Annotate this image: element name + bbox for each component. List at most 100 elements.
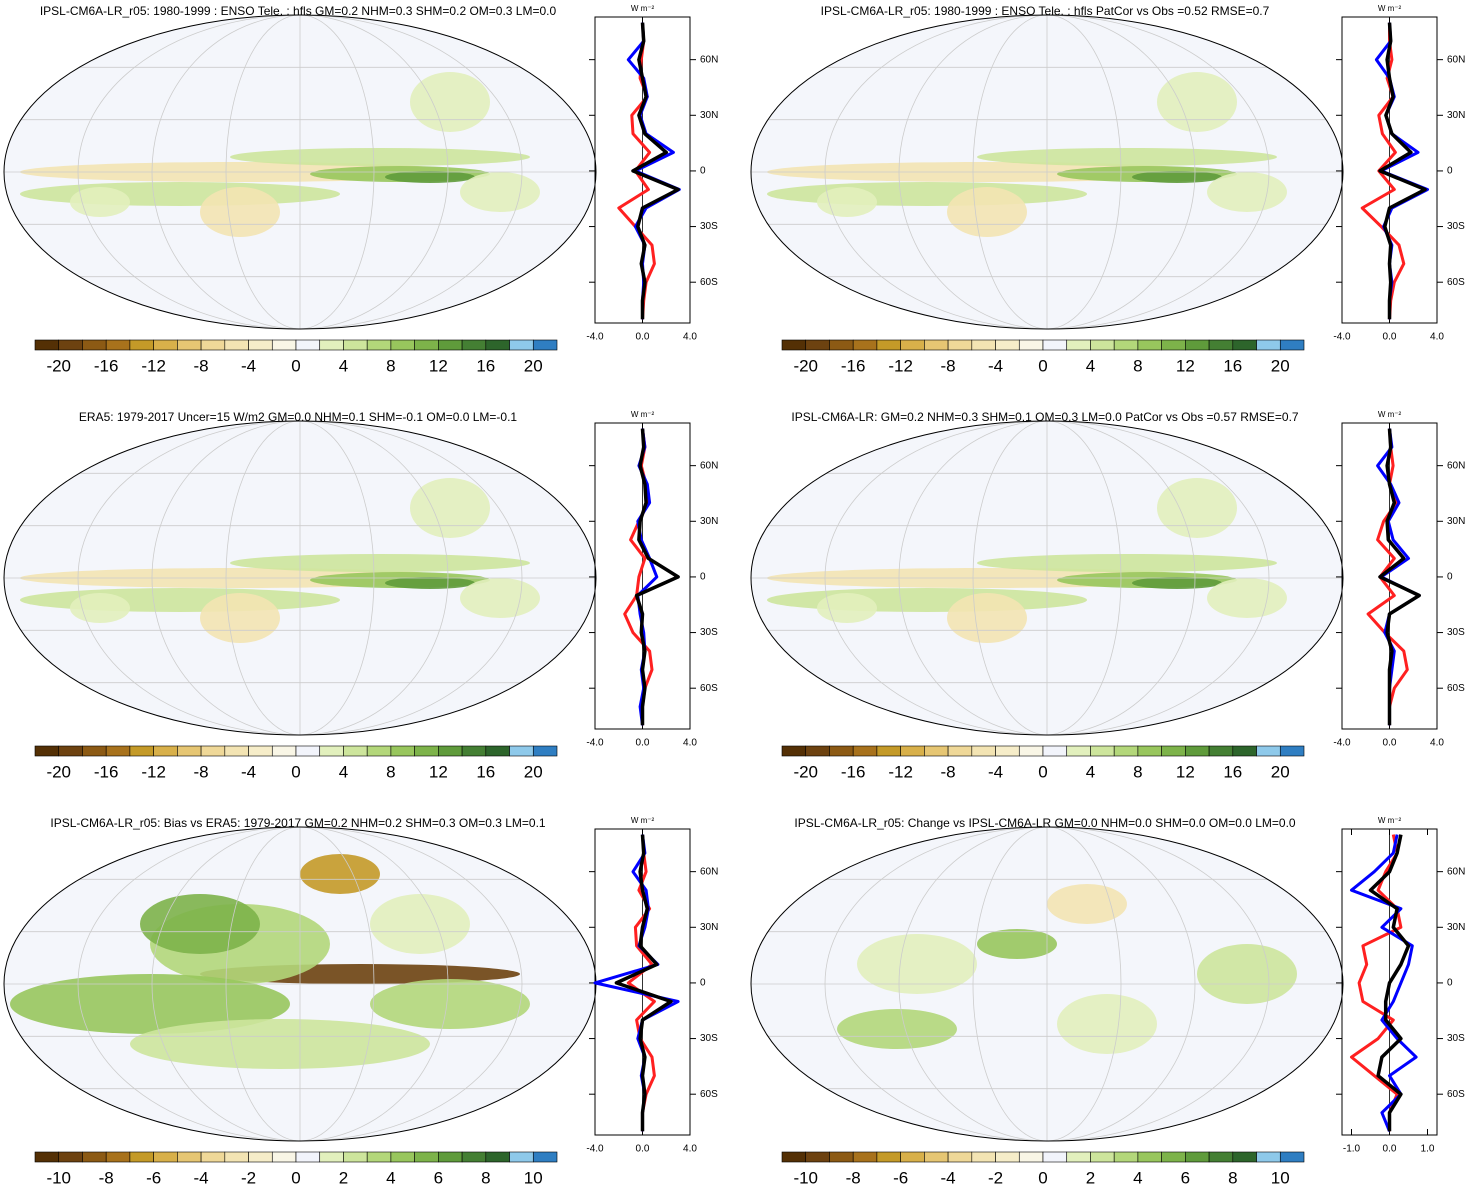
x-tick-label: 0.0 <box>1383 738 1397 749</box>
colorbar-box <box>1090 1151 1115 1163</box>
colorbar-box <box>852 1151 878 1163</box>
colorbar-box <box>876 745 901 757</box>
colorbar-box <box>1161 339 1186 351</box>
colorbar-box <box>900 1151 925 1163</box>
map-shading <box>947 593 1027 643</box>
x-tick-label: -4.0 <box>586 738 604 749</box>
y-tick-label: 0 <box>700 978 706 989</box>
colorbar-box <box>366 745 392 757</box>
graticule <box>151 421 449 735</box>
colorbar-box <box>485 745 510 757</box>
colorbar-label: -12 <box>888 762 913 781</box>
x-tick-label: 4.0 <box>1430 738 1444 749</box>
colorbar-box <box>924 339 949 351</box>
colorbar-label: -16 <box>94 762 119 781</box>
panel-title: ERA5: 1979-2017 Uncer=15 W/m2 GM=0.0 NHM… <box>79 410 518 424</box>
unit-label: W m⁻² <box>631 816 655 825</box>
map-shading <box>385 577 475 589</box>
graticule <box>225 15 375 329</box>
colorbar-label: 12 <box>429 762 448 781</box>
colorbar-box <box>1279 1151 1305 1163</box>
colorbar-label: 20 <box>524 356 543 375</box>
colorbar-label: 20 <box>1271 356 1290 375</box>
map-shading <box>460 172 540 212</box>
y-tick-label: 60N <box>1447 866 1465 877</box>
y-tick-label: 60S <box>1447 277 1465 288</box>
profile-line <box>1378 22 1427 320</box>
colorbar-label: 16 <box>476 356 495 375</box>
colorbar-box <box>1208 339 1234 351</box>
colorbar-label: 10 <box>1271 1168 1290 1187</box>
colorbar-box <box>224 1151 249 1163</box>
map-border <box>750 420 1344 736</box>
colorbar-box <box>414 339 439 351</box>
map-shading <box>1197 944 1297 1004</box>
colorbar-label: 0 <box>291 1168 300 1187</box>
map-shading <box>817 593 877 623</box>
colorbar-box <box>1161 1151 1186 1163</box>
colorbar-box <box>200 1151 226 1163</box>
y-tick-label: 30S <box>700 1033 718 1044</box>
graticule <box>77 827 523 1141</box>
colorbar-label: -20 <box>46 356 71 375</box>
panel-title: IPSL-CM6A-LR_r05: Bias vs ERA5: 1979-201… <box>50 816 546 830</box>
colorbar-box <box>1090 339 1115 351</box>
colorbar-label: -20 <box>46 762 71 781</box>
colorbar-box <box>781 745 807 757</box>
colorbar-box <box>105 745 131 757</box>
colorbar-label: -8 <box>194 356 209 375</box>
colorbar-label: -10 <box>46 1168 71 1187</box>
unit-label: W m⁻² <box>1378 4 1402 13</box>
y-tick-label: 0 <box>1447 166 1453 177</box>
colorbar-label: 4 <box>1133 1168 1142 1187</box>
colorbar-label: 20 <box>524 762 543 781</box>
panel: IPSL-CM6A-LR_r05: 1980-1999 : ENSO Tele.… <box>750 4 1465 375</box>
colorbar-box <box>852 339 878 351</box>
colorbar-box <box>390 745 415 757</box>
map-shading <box>977 929 1057 959</box>
colorbar-box <box>924 745 949 757</box>
panel-title: IPSL-CM6A-LR: GM=0.2 NHM=0.3 SHM=0.1 OM=… <box>791 410 1299 424</box>
map-shading <box>370 894 470 954</box>
map-shading <box>837 1009 957 1049</box>
y-tick-label: 60N <box>1447 54 1465 65</box>
map-shading <box>230 554 530 572</box>
map-shading <box>370 979 530 1029</box>
colorbar-box <box>1256 1151 1281 1163</box>
map-border <box>750 826 1344 1142</box>
colorbar-label: -12 <box>141 356 166 375</box>
map-shading <box>70 593 130 623</box>
map-shading <box>20 182 340 206</box>
colorbar-label: 0 <box>1038 356 1047 375</box>
map-shading <box>1132 171 1222 183</box>
colorbar-box <box>995 745 1020 757</box>
colorbar-box <box>366 1151 392 1163</box>
map-shading <box>200 593 280 643</box>
colorbar-box <box>805 745 830 757</box>
colorbar-box <box>34 1151 60 1163</box>
colorbar-label: 4 <box>1086 356 1095 375</box>
colorbar-box <box>532 745 558 757</box>
y-tick-label: 0 <box>700 572 706 583</box>
colorbar-box <box>1279 745 1305 757</box>
map-shading <box>977 148 1277 166</box>
x-tick-label: -4.0 <box>1333 738 1351 749</box>
y-tick-label: 60S <box>700 277 718 288</box>
colorbar-box <box>900 339 925 351</box>
graticule <box>77 15 523 329</box>
colorbar-label: -4 <box>241 356 256 375</box>
colorbar-box <box>271 745 297 757</box>
colorbar-box <box>1018 1151 1044 1163</box>
colorbar-label: 2 <box>1086 1168 1095 1187</box>
profile-line <box>593 834 680 1132</box>
y-tick-label: 30S <box>1447 1033 1465 1044</box>
colorbar-box <box>343 745 368 757</box>
colorbar-box <box>829 745 854 757</box>
map-border <box>750 14 1344 330</box>
map-shading <box>460 578 540 618</box>
colorbar-box <box>343 339 368 351</box>
colorbar-box <box>876 1151 901 1163</box>
colorbar-box <box>390 339 415 351</box>
map-shading <box>70 187 130 217</box>
colorbar-box <box>438 745 463 757</box>
